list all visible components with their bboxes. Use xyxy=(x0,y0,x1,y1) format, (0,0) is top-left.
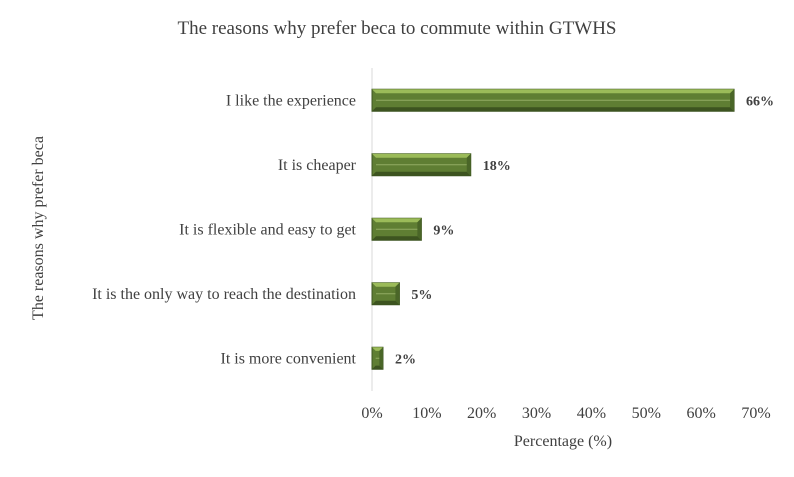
data-label-4: 2% xyxy=(395,352,416,367)
category-label-2: It is flexible and easy to get xyxy=(179,221,356,238)
x-axis-title: Percentage (%) xyxy=(514,433,612,450)
data-label-0: 66% xyxy=(746,94,774,109)
category-label-1: It is cheaper xyxy=(278,157,357,174)
y-axis-title: The reasons why prefer beca xyxy=(30,136,47,320)
category-label-3: It is the only way to reach the destinat… xyxy=(92,286,356,303)
data-label-2: 9% xyxy=(433,223,454,238)
bar-3 xyxy=(371,282,400,306)
chart-title: The reasons why prefer beca to commute w… xyxy=(178,18,617,39)
x-tick-label-0: 0% xyxy=(361,405,382,422)
category-label-4: It is more convenient xyxy=(220,350,356,367)
x-tick-label-4: 40% xyxy=(577,405,606,422)
data-label-1: 18% xyxy=(483,159,511,174)
bar-1 xyxy=(371,153,472,177)
data-label-3: 5% xyxy=(411,288,432,303)
x-tick-label-5: 50% xyxy=(632,405,661,422)
bar-4 xyxy=(371,346,384,370)
bar-0 xyxy=(371,88,735,112)
bar-2 xyxy=(371,217,422,241)
category-label-0: I like the experience xyxy=(226,92,356,109)
x-tick-label-7: 70% xyxy=(741,405,770,422)
x-tick-label-6: 60% xyxy=(686,405,715,422)
x-tick-label-1: 10% xyxy=(412,405,441,422)
x-tick-label-2: 20% xyxy=(467,405,496,422)
x-tick-label-3: 30% xyxy=(522,405,551,422)
